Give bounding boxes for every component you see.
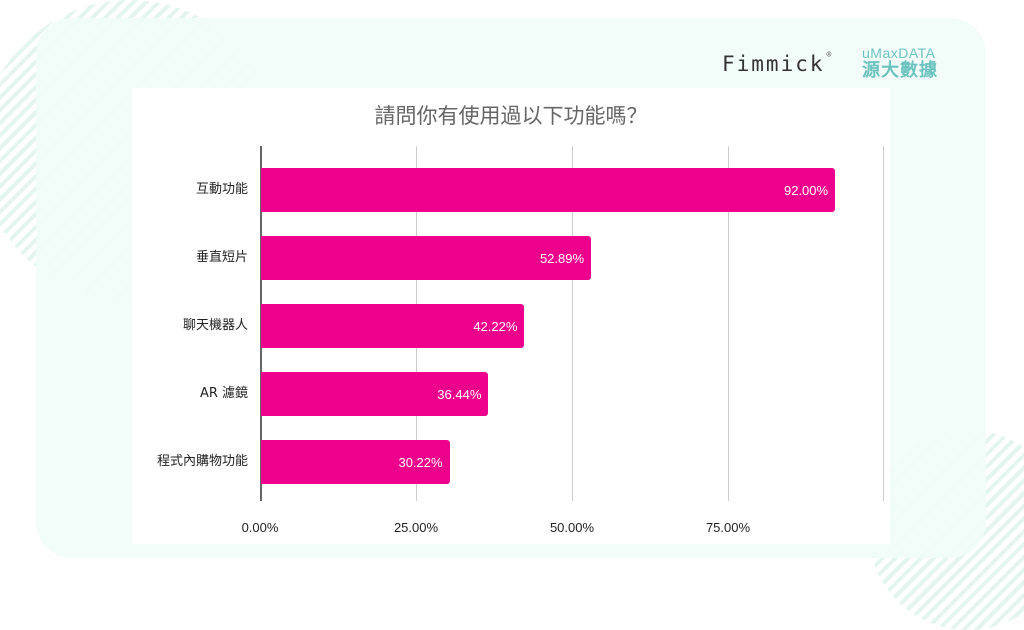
chart-title: 請問你有使用過以下功能嗎？: [374, 104, 648, 128]
umaxdata-logo: uMaxDATA 源大數據: [862, 46, 938, 82]
registered-mark: ®: [826, 50, 834, 59]
category-label: AR 濾鏡: [199, 386, 248, 401]
category-label: 垂直短片: [195, 250, 248, 265]
umaxdata-logo-en: uMaxDATA: [862, 45, 936, 61]
bar: 30.22%: [261, 440, 450, 484]
bar: 52.89%: [261, 236, 592, 280]
category-label: 互動功能: [195, 182, 248, 197]
bar-value-label: 42.22%: [473, 318, 518, 334]
bar: 42.22%: [261, 304, 525, 348]
category-label: 聊天機器人: [182, 318, 248, 333]
bar: 36.44%: [261, 372, 489, 416]
x-tick-label: 50.00%: [549, 520, 595, 535]
category-label: 程式內購物功能: [156, 454, 248, 469]
bar: 92.00%: [261, 168, 836, 212]
gridline-50: [572, 146, 573, 501]
bar-value-label: 30.22%: [398, 454, 443, 470]
chart-panel: 請問你有使用過以下功能嗎？ 92.00% 52.89% 42.22% 36.44% 30…: [132, 88, 890, 544]
fimmick-logo-text: Fimmick: [722, 52, 825, 76]
x-tick-label: 75.00%: [705, 520, 751, 535]
bar-value-label: 52.89%: [539, 250, 585, 266]
bar-value-label: 92.00%: [783, 182, 829, 198]
x-tick-label: 0.00%: [241, 520, 279, 535]
plot-area: 92.00% 52.89% 42.22% 36.44% 30.22%: [260, 146, 884, 501]
fimmick-logo: Fimmick ®: [722, 50, 834, 76]
bar-value-label: 36.44%: [437, 386, 482, 402]
gridline-100: [883, 146, 884, 501]
x-tick-label: 25.00%: [393, 520, 439, 535]
gridline-75: [728, 146, 729, 501]
umaxdata-logo-zh: 源大數據: [862, 60, 938, 81]
